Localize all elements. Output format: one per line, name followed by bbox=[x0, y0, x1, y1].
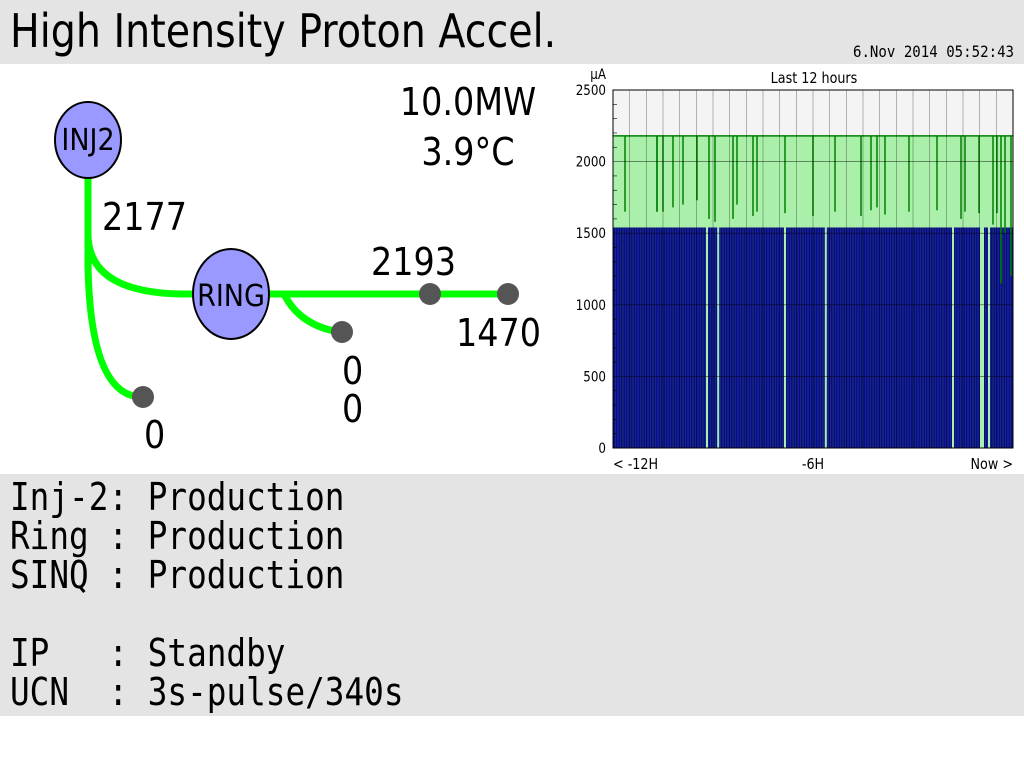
x-tick-label: -6H bbox=[802, 456, 824, 473]
x-tick-label: Now > bbox=[971, 456, 1013, 473]
ring-current: 2193 bbox=[371, 241, 456, 285]
y-tick-label: 1500 bbox=[576, 226, 606, 242]
chart-ylabel: µA bbox=[590, 67, 606, 83]
beam-power: 10.0MW bbox=[400, 81, 536, 125]
y-tick-label: 500 bbox=[583, 370, 606, 386]
page-title: High Intensity Proton Accel. bbox=[10, 4, 557, 58]
status-line-inj2: Inj-2: Production bbox=[10, 475, 345, 519]
status-line-sinq: SINQ : Production bbox=[10, 553, 345, 597]
series-lower-gap bbox=[982, 227, 984, 448]
status-line-ring: Ring : Production bbox=[10, 514, 345, 558]
current-history-chart: µA Last 12 hours 0 500 1000 1500 2000 2500 < -… bbox=[576, 67, 1014, 473]
y-tick-label: 2000 bbox=[576, 155, 606, 171]
series-lower-gap bbox=[784, 227, 786, 448]
series-lower-gap bbox=[980, 227, 982, 448]
inj2-side-current: 0 bbox=[144, 414, 165, 458]
endpoints bbox=[132, 283, 519, 408]
beamline-ring-branch bbox=[280, 290, 344, 336]
inj2-current: 2177 bbox=[102, 196, 187, 240]
ring-label: RING bbox=[197, 279, 265, 314]
status-line-ip: IP : Standby bbox=[10, 631, 286, 675]
ring-branch-current-1: 0 bbox=[342, 350, 363, 394]
series-lower-gap bbox=[988, 227, 990, 448]
x-tick-label: < -12H bbox=[613, 456, 658, 473]
beamline-inj2-side bbox=[84, 175, 144, 401]
plot-border bbox=[612, 89, 1014, 449]
series-lower-gap bbox=[824, 227, 827, 448]
sinq-current: 1470 bbox=[456, 312, 541, 356]
accelerator-diagram: INJ2 RING 2177 2193 1470 0 0 0 10.0MW 3.… bbox=[54, 81, 541, 458]
endpoint-sinq-mid bbox=[419, 283, 441, 305]
series-lower-gap bbox=[706, 227, 708, 448]
status-panel: Inj-2: Production Ring : Production SINQ… bbox=[0, 474, 1024, 716]
series-lower-gap bbox=[717, 227, 720, 448]
chart-title: Last 12 hours bbox=[771, 70, 858, 87]
inj2-node bbox=[54, 101, 122, 179]
series-lower-gap bbox=[952, 227, 954, 448]
ring-node bbox=[192, 248, 270, 340]
timestamp: 6.Nov 2014 05:52:43 bbox=[852, 42, 1014, 61]
header-bar: High Intensity Proton Accel. 6.Nov 2014 … bbox=[0, 0, 1024, 64]
chart-plot-area: 0 500 1000 1500 2000 2500 < -12H -6H Now > bbox=[576, 83, 1014, 473]
y-tick-label: 0 bbox=[598, 441, 606, 457]
endpoint-inj2-side bbox=[132, 386, 154, 408]
endpoint-sinq bbox=[497, 283, 519, 305]
y-tick-label: 2500 bbox=[576, 83, 606, 99]
temperature: 3.9°C bbox=[421, 131, 514, 175]
y-tick-label: 1000 bbox=[576, 298, 606, 314]
endpoint-ring-branch bbox=[331, 321, 353, 343]
inj2-label: INJ2 bbox=[61, 123, 114, 158]
status-line-ucn: UCN : 3s-pulse/340s bbox=[10, 670, 404, 714]
ring-branch-current-2: 0 bbox=[342, 388, 363, 432]
